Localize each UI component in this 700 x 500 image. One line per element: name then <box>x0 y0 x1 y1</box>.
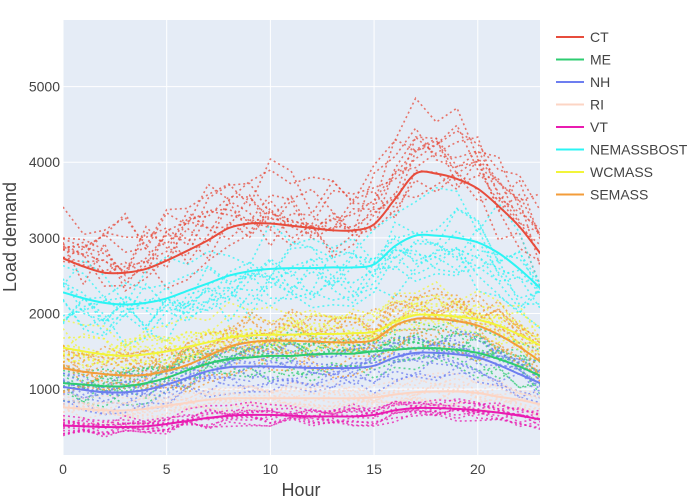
daily-trace-ct <box>63 126 540 277</box>
daily-trace-wcmass <box>63 297 540 366</box>
daily-trace-semass <box>63 297 540 378</box>
y-tick-label: 1000 <box>29 381 60 397</box>
daily-trace-ri <box>63 387 540 417</box>
daily-trace-nemassbost <box>63 242 540 327</box>
daily-trace-nemassbost <box>63 186 540 306</box>
daily-trace-wcmass <box>63 299 540 358</box>
x-tick-label: 20 <box>470 461 486 477</box>
daily-trace-wcmass <box>63 309 540 370</box>
legend-item-vt[interactable]: VT <box>556 119 608 135</box>
daily-trace-nemassbost <box>63 248 540 343</box>
daily-trace-ri <box>63 377 540 411</box>
x-axis-ticks: 0 5 10 15 20 <box>59 461 486 477</box>
daily-trace-semass <box>63 293 540 372</box>
mean-line-nh <box>63 351 540 394</box>
mean-line-me <box>63 347 540 388</box>
legend-label: NH <box>590 74 610 90</box>
daily-trace-ct <box>63 157 540 276</box>
daily-trace-nh <box>63 339 540 394</box>
x-tick-label: 10 <box>263 461 279 477</box>
legend-item-me[interactable]: ME <box>556 52 611 68</box>
daily-trace-vt <box>63 399 540 427</box>
mean-line-nemassbost <box>63 233 540 306</box>
daily-trace-me <box>63 358 540 407</box>
daily-trace-ri <box>63 374 540 405</box>
daily-trace-semass <box>63 303 540 375</box>
daily-trace-nemassbost <box>63 238 540 331</box>
mean-line-wcmass <box>63 313 540 357</box>
daily-trace-wcmass <box>63 314 540 371</box>
daily-trace-semass <box>63 286 540 362</box>
legend-item-nh[interactable]: NH <box>556 74 610 90</box>
daily-trace-ct <box>63 158 540 273</box>
legend-label: NEMASSBOST <box>590 142 688 158</box>
legend-item-nemassbost[interactable]: NEMASSBOST <box>556 142 688 158</box>
daily-trace-vt <box>63 402 540 427</box>
mean-line-ct <box>63 170 540 275</box>
mean-line-semass <box>63 317 540 377</box>
daily-trace-nh <box>63 332 540 393</box>
daily-trace-ct <box>63 136 540 270</box>
legend-label: RI <box>590 97 604 113</box>
daily-trace-semass <box>63 316 540 391</box>
mean-line-ri <box>63 390 540 412</box>
daily-trace-me <box>63 338 540 394</box>
daily-trace-ct <box>63 137 540 293</box>
daily-trace-nh <box>63 341 540 396</box>
daily-trace-nemassbost <box>63 225 540 323</box>
daily-trace-me <box>63 332 540 390</box>
legend-label: VT <box>590 119 608 135</box>
legend-label: ME <box>590 52 611 68</box>
x-tick-label: 5 <box>163 461 171 477</box>
daily-trace-ri <box>63 389 540 420</box>
daily-trace-wcmass <box>63 289 540 357</box>
y-tick-label: 3000 <box>29 230 60 246</box>
y-axis-title: Load demand <box>0 182 20 292</box>
legend[interactable]: CT ME NH RI VT NEMASSBOST WCMASS SEMASS <box>556 29 688 203</box>
daily-trace-vt <box>63 401 540 430</box>
y-tick-label: 4000 <box>29 154 60 170</box>
daily-trace-ct <box>63 129 540 252</box>
legend-label: WCMASS <box>590 164 653 180</box>
mean-line-vt <box>63 406 540 429</box>
legend-label: CT <box>590 29 609 45</box>
daily-trace-ri <box>63 383 540 415</box>
y-tick-label: 5000 <box>29 79 60 95</box>
daily-trace-semass <box>63 330 540 394</box>
daily-trace-nemassbost <box>63 229 540 335</box>
daily-trace-nh <box>63 343 540 398</box>
legend-item-ri[interactable]: RI <box>556 97 604 113</box>
x-axis-title: Hour <box>281 480 320 500</box>
daily-trace-ct <box>63 136 540 257</box>
daily-trace-ct <box>63 135 540 275</box>
daily-trace-vt <box>63 400 540 427</box>
x-tick-label: 0 <box>59 461 67 477</box>
daily-trace-wcmass <box>63 294 540 355</box>
y-axis-ticks: 1000 2000 3000 4000 5000 <box>29 79 60 398</box>
legend-item-semass[interactable]: SEMASS <box>556 187 648 203</box>
x-tick-label: 15 <box>366 461 382 477</box>
legend-item-wcmass[interactable]: WCMASS <box>556 164 653 180</box>
daily-trace-vt <box>63 407 540 435</box>
legend-label: SEMASS <box>590 187 648 203</box>
daily-traces <box>63 96 540 438</box>
daily-trace-ri <box>63 399 540 426</box>
daily-trace-vt <box>63 410 540 436</box>
daily-trace-vt <box>63 413 540 438</box>
daily-trace-nh <box>63 351 540 403</box>
y-tick-label: 2000 <box>29 306 60 322</box>
mean-curves <box>63 170 540 429</box>
daily-trace-wcmass <box>63 303 540 363</box>
daily-trace-me <box>63 334 540 394</box>
daily-trace-ct <box>63 123 540 275</box>
daily-trace-semass <box>63 295 540 381</box>
legend-item-ct[interactable]: CT <box>556 29 609 45</box>
